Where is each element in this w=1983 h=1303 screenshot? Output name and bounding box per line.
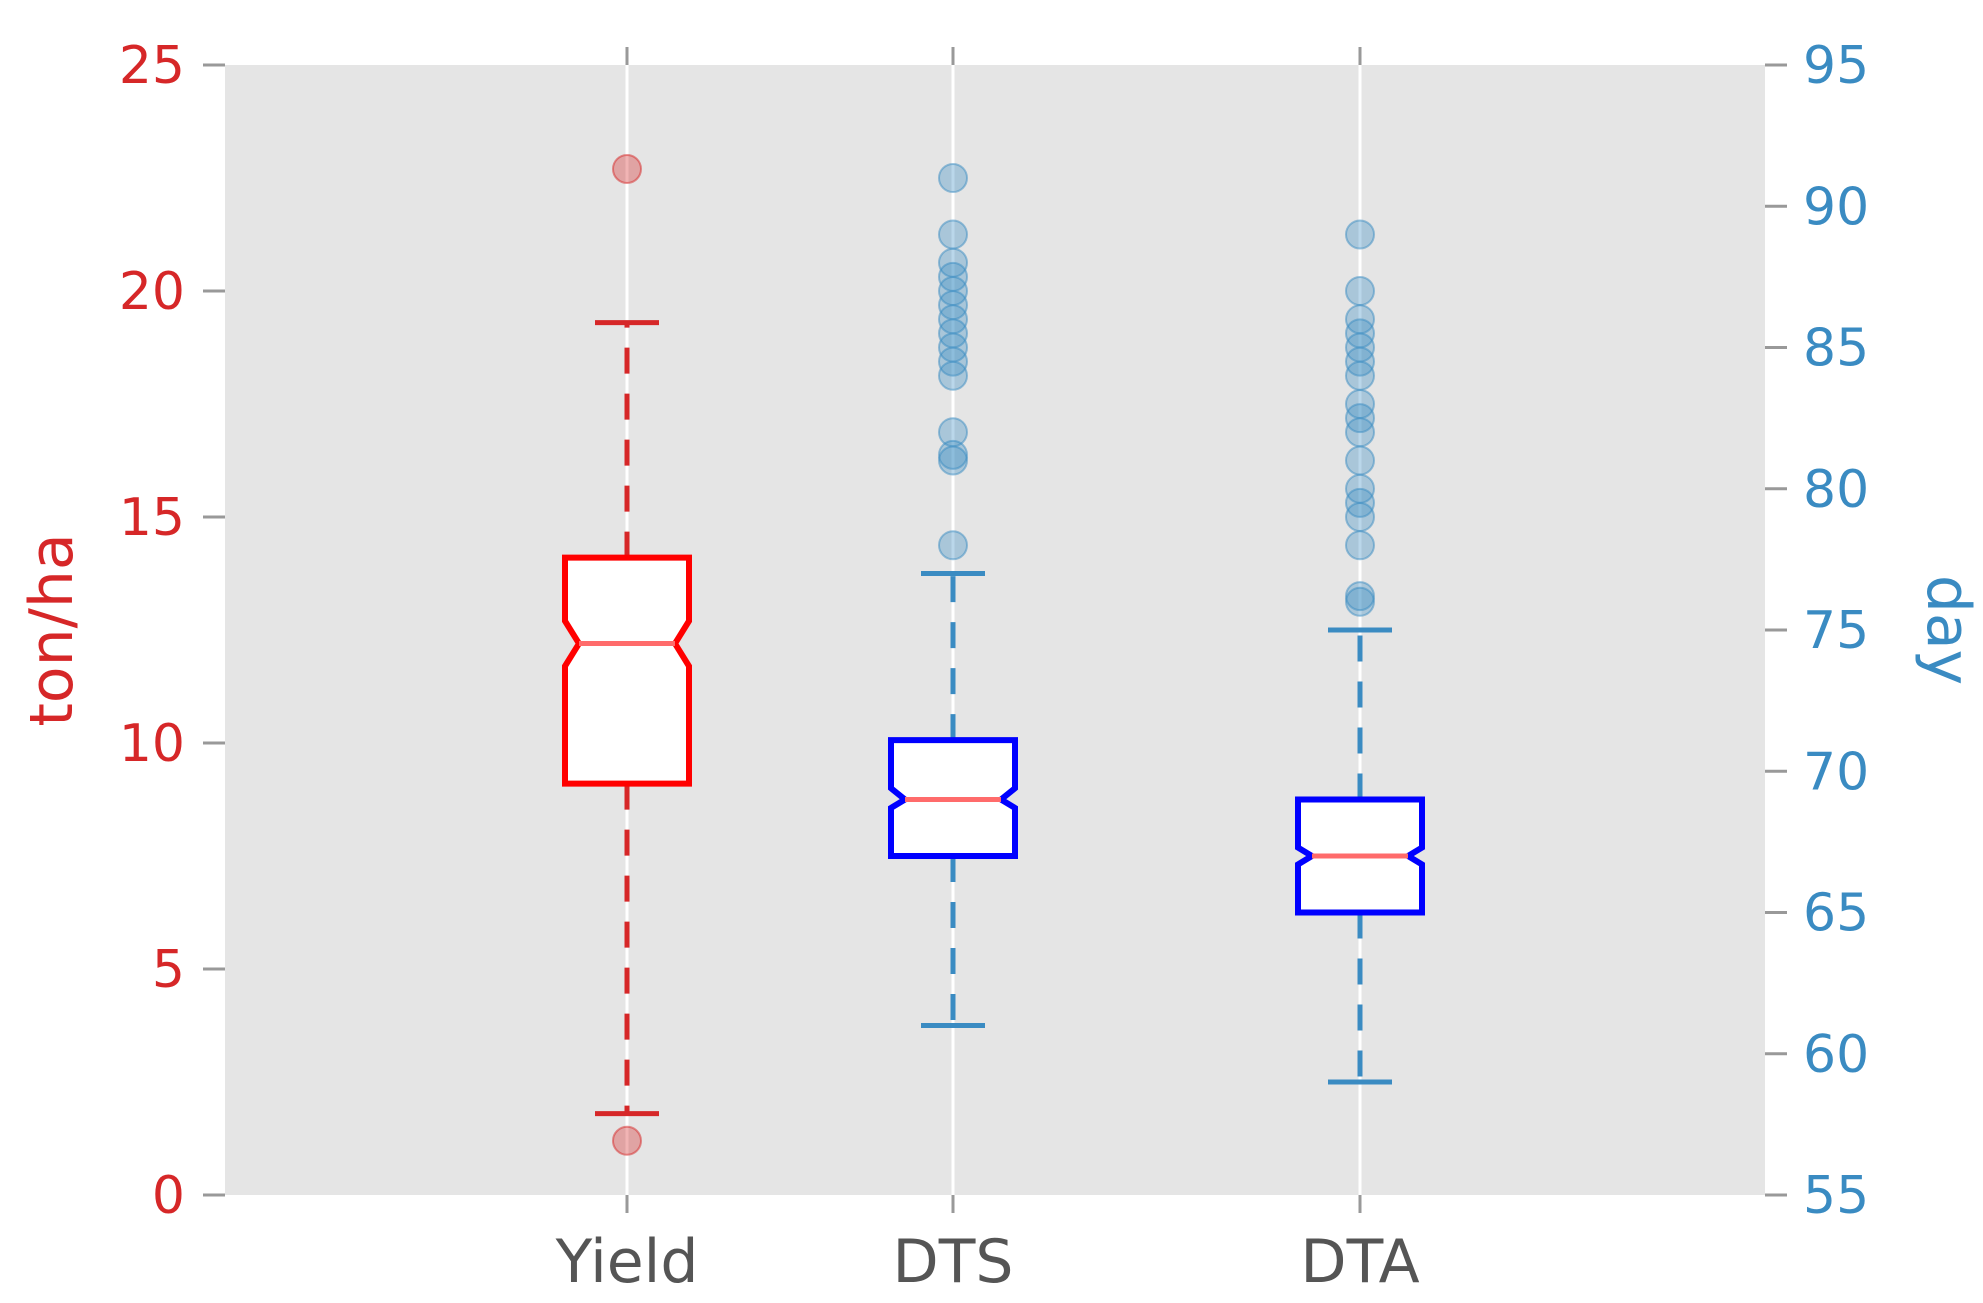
- outlier-dta-1: [1345, 581, 1375, 612]
- left-tick-label-25: 25: [119, 36, 185, 96]
- outliers: [612, 153, 1375, 1156]
- x-tick-label-dts: DTS: [893, 1227, 1014, 1297]
- outlier-dts-0: [938, 530, 968, 561]
- right-tick-label-95: 95: [1803, 36, 1869, 96]
- right-tick-label-75: 75: [1803, 601, 1869, 661]
- left-tick-label-20: 20: [119, 262, 185, 322]
- outlier-dta-6: [1345, 445, 1375, 476]
- right-tick-label-90: 90: [1803, 177, 1869, 237]
- right-tick-label-70: 70: [1803, 742, 1869, 802]
- box-dta: [1295, 627, 1425, 1085]
- right-tick-label-85: 85: [1803, 319, 1869, 379]
- box-body-yield: [562, 554, 692, 787]
- axes: Yield DTS DTA 0 5 10 15 20 25 55 60 65 70 75 80 85 90 95: [119, 36, 1869, 1297]
- x-tick-label-dta: DTA: [1300, 1227, 1419, 1297]
- left-tick-label-10: 10: [119, 714, 185, 774]
- left-tick-label-5: 5: [152, 940, 185, 1000]
- right-tick-label-55: 55: [1803, 1166, 1869, 1226]
- right-tick-label-65: 65: [1803, 884, 1869, 944]
- outlier-dta-2: [1345, 530, 1375, 561]
- outlier-dta-16: [1345, 219, 1375, 250]
- right-tick-label-60: 60: [1803, 1025, 1869, 1085]
- left-tick-label-0: 0: [152, 1166, 185, 1226]
- plot-area: [225, 65, 1765, 1195]
- outlier-dts-2: [938, 439, 968, 470]
- outlier-dta-15: [1345, 276, 1375, 306]
- box-dts: [888, 571, 1018, 1028]
- outlier-dts-14: [938, 163, 968, 193]
- outlier-dta-14: [1345, 304, 1375, 335]
- outlier-yield-0: [612, 153, 642, 184]
- right-axis-label: day: [1913, 575, 1983, 685]
- left-tick-label-15: 15: [119, 488, 185, 548]
- outlier-dts-12: [938, 247, 968, 278]
- box-yield: [562, 320, 692, 1117]
- outlier-dts-13: [938, 219, 968, 250]
- boxes: [562, 320, 1425, 1117]
- left-axis-label: ton/ha: [17, 533, 87, 726]
- outlier-dts-3: [938, 417, 968, 448]
- outlier-dta-5: [1345, 473, 1375, 504]
- right-tick-label-80: 80: [1803, 460, 1869, 520]
- x-tick-label-yield: Yield: [555, 1227, 699, 1297]
- outlier-dta-9: [1345, 389, 1375, 419]
- outlier-yield-1: [612, 1125, 642, 1156]
